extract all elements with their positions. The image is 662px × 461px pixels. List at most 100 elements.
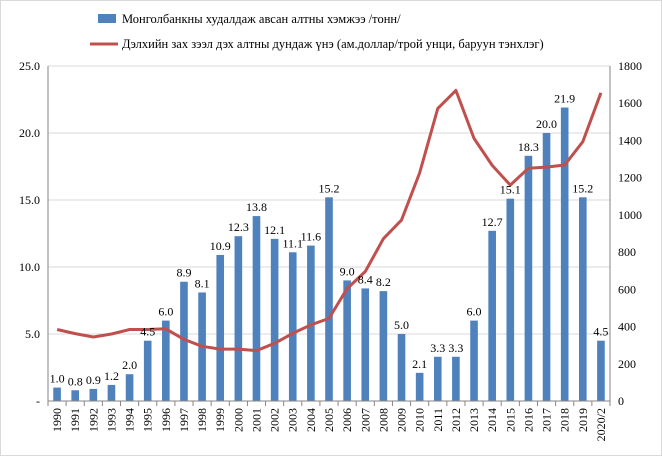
- bar-data-label: 8.1: [195, 276, 210, 290]
- x-tick-label: 2017: [540, 408, 554, 432]
- bar-data-label: 8.9: [176, 266, 191, 280]
- x-tick-label: 2018: [558, 408, 572, 432]
- bar-data-label: 3.3: [448, 341, 463, 355]
- bar: [433, 356, 442, 401]
- x-tick-label: 1997: [177, 408, 191, 432]
- bar-data-label: 13.8: [246, 200, 267, 214]
- x-tick-label: 2009: [395, 408, 409, 432]
- x-tick-label: 2010: [413, 408, 427, 432]
- bar-data-label: 15.1: [500, 183, 521, 197]
- bar: [488, 230, 496, 401]
- y-axis-right: 0 200 400 600 800 1000 1200 1400 1600 1800: [609, 59, 642, 408]
- bar: [143, 340, 152, 401]
- y-left-tick-label: 20.0: [19, 126, 40, 140]
- x-tick-label: 1994: [123, 408, 137, 432]
- x-tick-label: 2003: [286, 408, 300, 432]
- bar-data-label: 5.0: [394, 318, 409, 332]
- y-right-tick-label: 600: [618, 282, 636, 296]
- bar-data-label: 2.0: [122, 358, 137, 372]
- x-tick-label: 2013: [467, 408, 481, 432]
- gold-price-line: [56, 88, 603, 353]
- x-tick-label: 2011: [431, 408, 445, 432]
- bar: [542, 133, 551, 401]
- legend-label-line: Дэлхийн зах зээл дэх алтны дундаж үнэ (а…: [122, 37, 544, 51]
- y-right-tick-label: 200: [618, 357, 636, 371]
- bar: [560, 107, 569, 401]
- x-tick-label: 2004: [304, 408, 318, 432]
- x-tick-label: 2001: [249, 408, 263, 432]
- x-tick-label: 2002: [268, 408, 282, 432]
- bar-data-label: 11.6: [301, 230, 322, 244]
- bar: [415, 372, 424, 401]
- x-tick-label: 2016: [521, 408, 535, 432]
- bar: [343, 280, 351, 401]
- bar-data-label: 10.9: [210, 239, 231, 253]
- legend-item-line: Дэлхийн зах зээл дэх алтны дундаж үнэ (а…: [90, 37, 544, 51]
- bar-data-label: 3.3: [430, 341, 445, 355]
- bar-data-label: 8.2: [376, 275, 391, 289]
- bar: [470, 320, 478, 401]
- y-right-tick-label: 1600: [618, 96, 642, 110]
- bar: [162, 320, 170, 401]
- x-tick-label: 1996: [159, 408, 173, 432]
- y-right-tick-label: 0: [618, 394, 624, 408]
- y-left-tick-label: 25.0: [19, 59, 40, 73]
- bar: [53, 387, 61, 401]
- x-tick-label: 2020/2: [594, 408, 608, 441]
- x-tick-label: 1991: [68, 408, 82, 432]
- x-tick-label: 1990: [50, 408, 64, 432]
- bar-data-label: 4.5: [593, 325, 608, 339]
- bar: [216, 254, 225, 401]
- bar: [234, 236, 243, 401]
- y-left-tick-label: 15.0: [19, 193, 40, 207]
- bar-data-label: 12.7: [482, 215, 503, 229]
- y-left-tick-label: -: [36, 394, 40, 408]
- bar-data-label: 6.0: [467, 305, 482, 319]
- x-tick-label: 1995: [141, 408, 155, 432]
- y-right-tick-label: 1400: [618, 133, 642, 147]
- y-axis-left: - 5.0 10.0 15.0 20.0 25.0: [19, 59, 49, 408]
- x-tick-label: 2008: [376, 408, 390, 432]
- bar-data-label: 6.0: [158, 305, 173, 319]
- bar: [125, 374, 134, 401]
- bar: [578, 197, 587, 401]
- x-tick-label: 1992: [86, 408, 100, 432]
- bar: [180, 281, 188, 401]
- bar-data-label: 2.1: [412, 357, 427, 371]
- bar: [307, 245, 315, 401]
- y-right-tick-label: 400: [618, 320, 636, 334]
- legend: Монголбанкны худалдаж авсан алтны хэмжээ…: [90, 12, 544, 51]
- bar: [452, 356, 460, 401]
- x-tick-label: 2005: [322, 408, 336, 432]
- x-tick-label: 1999: [213, 408, 227, 432]
- bar-data-label: 8.4: [358, 272, 373, 286]
- x-tick-label: 2015: [503, 408, 517, 432]
- x-tick-label: 2007: [358, 408, 372, 432]
- legend-swatch-bars: [98, 14, 116, 23]
- bar: [506, 198, 515, 401]
- line-series: [56, 88, 603, 353]
- bar-data-labels: 1.0 0.8 0.9 1.22.04.56.08.98.110.912.313.81…: [50, 92, 609, 389]
- x-tick-label: 2012: [449, 408, 463, 432]
- bar-data-label: 0.8: [68, 374, 83, 388]
- bar-data-label: 12.3: [228, 220, 249, 234]
- bar: [597, 340, 605, 401]
- bar: [325, 197, 333, 401]
- bar: [89, 388, 98, 401]
- legend-item-bars: Монголбанкны худалдаж авсан алтны хэмжээ…: [98, 12, 401, 26]
- y-right-tick-label: 1800: [618, 59, 642, 73]
- y-right-tick-label: 800: [618, 245, 636, 259]
- bar-data-label: 11.1: [282, 236, 303, 250]
- bar: [379, 291, 388, 401]
- bar-data-label: 4.5: [140, 325, 155, 339]
- x-tick-label: 2014: [485, 408, 499, 432]
- y-right-tick-label: 1200: [618, 171, 642, 185]
- x-tick-label: 2006: [340, 408, 354, 432]
- bar: [397, 334, 406, 401]
- bar-data-label: 12.1: [264, 223, 285, 237]
- bar-data-label: 15.2: [319, 181, 340, 195]
- bar-series: [53, 107, 605, 401]
- bar-data-label: 0.9: [86, 373, 101, 387]
